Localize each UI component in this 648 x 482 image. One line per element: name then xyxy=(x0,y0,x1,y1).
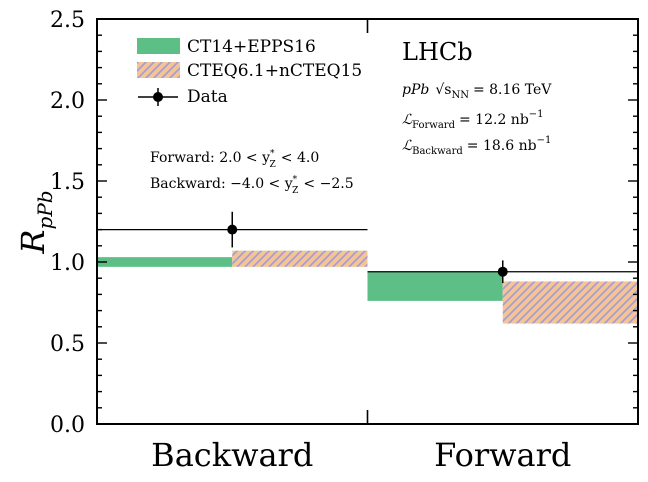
legend-label-cteq61-ncteq15: CTEQ6.1+nCTEQ15 xyxy=(187,61,362,81)
y-tick-label: 2.0 xyxy=(50,89,85,114)
forward-range-label: Forward: 2.0 < y* Z < 4.0 xyxy=(150,149,319,170)
energy-annotation: pPb √sNN = 8.16 TeV xyxy=(402,82,552,101)
band-ct14-epps16-backward xyxy=(97,257,233,267)
x-category-label: Forward xyxy=(434,436,571,474)
plot-frame xyxy=(96,18,639,425)
legend-label-data: Data xyxy=(187,87,228,107)
data-point-forward xyxy=(497,266,508,277)
lumi-forward-annotation: ℒForward = 12.2 nb−1 xyxy=(402,109,544,131)
y-axis-ticks: 0.0 0.5 1.0 1.5 2.0 2.5 xyxy=(50,8,638,438)
lumi-backward-annotation: ℒBackward = 18.6 nb−1 xyxy=(402,135,551,157)
y-tick-label: 1.0 xyxy=(50,251,85,276)
rapidity-annotation: Forward: 2.0 < y* Z < 4.0 Backward: −4.0 <… xyxy=(150,149,354,196)
y-tick-label: 0.5 xyxy=(50,332,85,357)
band-ct14-epps16-forward xyxy=(367,271,503,301)
data-points xyxy=(97,211,638,284)
y-tick-label: 1.5 xyxy=(50,170,85,195)
legend-data-marker xyxy=(153,92,163,102)
band-cteq6-1-ncteq15-forward xyxy=(502,281,638,324)
legend: CT14+EPPS16 CTEQ6.1+nCTEQ15 Data xyxy=(137,37,362,107)
y-tick-label: 2.5 xyxy=(50,8,85,33)
legend-label-ct14-epps16: CT14+EPPS16 xyxy=(187,37,316,57)
backward-range-label: Backward: −4.0 < y* Z < −2.5 xyxy=(150,175,354,196)
data-point-backward xyxy=(227,224,238,235)
y-axis-label: RpPb xyxy=(14,190,57,254)
y-tick-label: 0.0 xyxy=(50,413,85,438)
experiment-label: LHCb xyxy=(402,38,473,66)
x-category-label: Backward xyxy=(151,436,313,474)
legend-swatch-cteq61-ncteq15 xyxy=(137,62,180,78)
annotation-block: LHCb pPb √sNN = 8.16 TeV ℒForward = 12.2 nb… xyxy=(402,38,552,157)
x-axis-ticks: Backward Forward xyxy=(151,19,571,474)
band-cteq6-1-ncteq15-backward xyxy=(232,250,368,267)
legend-swatch-ct14-epps16 xyxy=(137,38,180,54)
theory-bands xyxy=(97,250,638,324)
